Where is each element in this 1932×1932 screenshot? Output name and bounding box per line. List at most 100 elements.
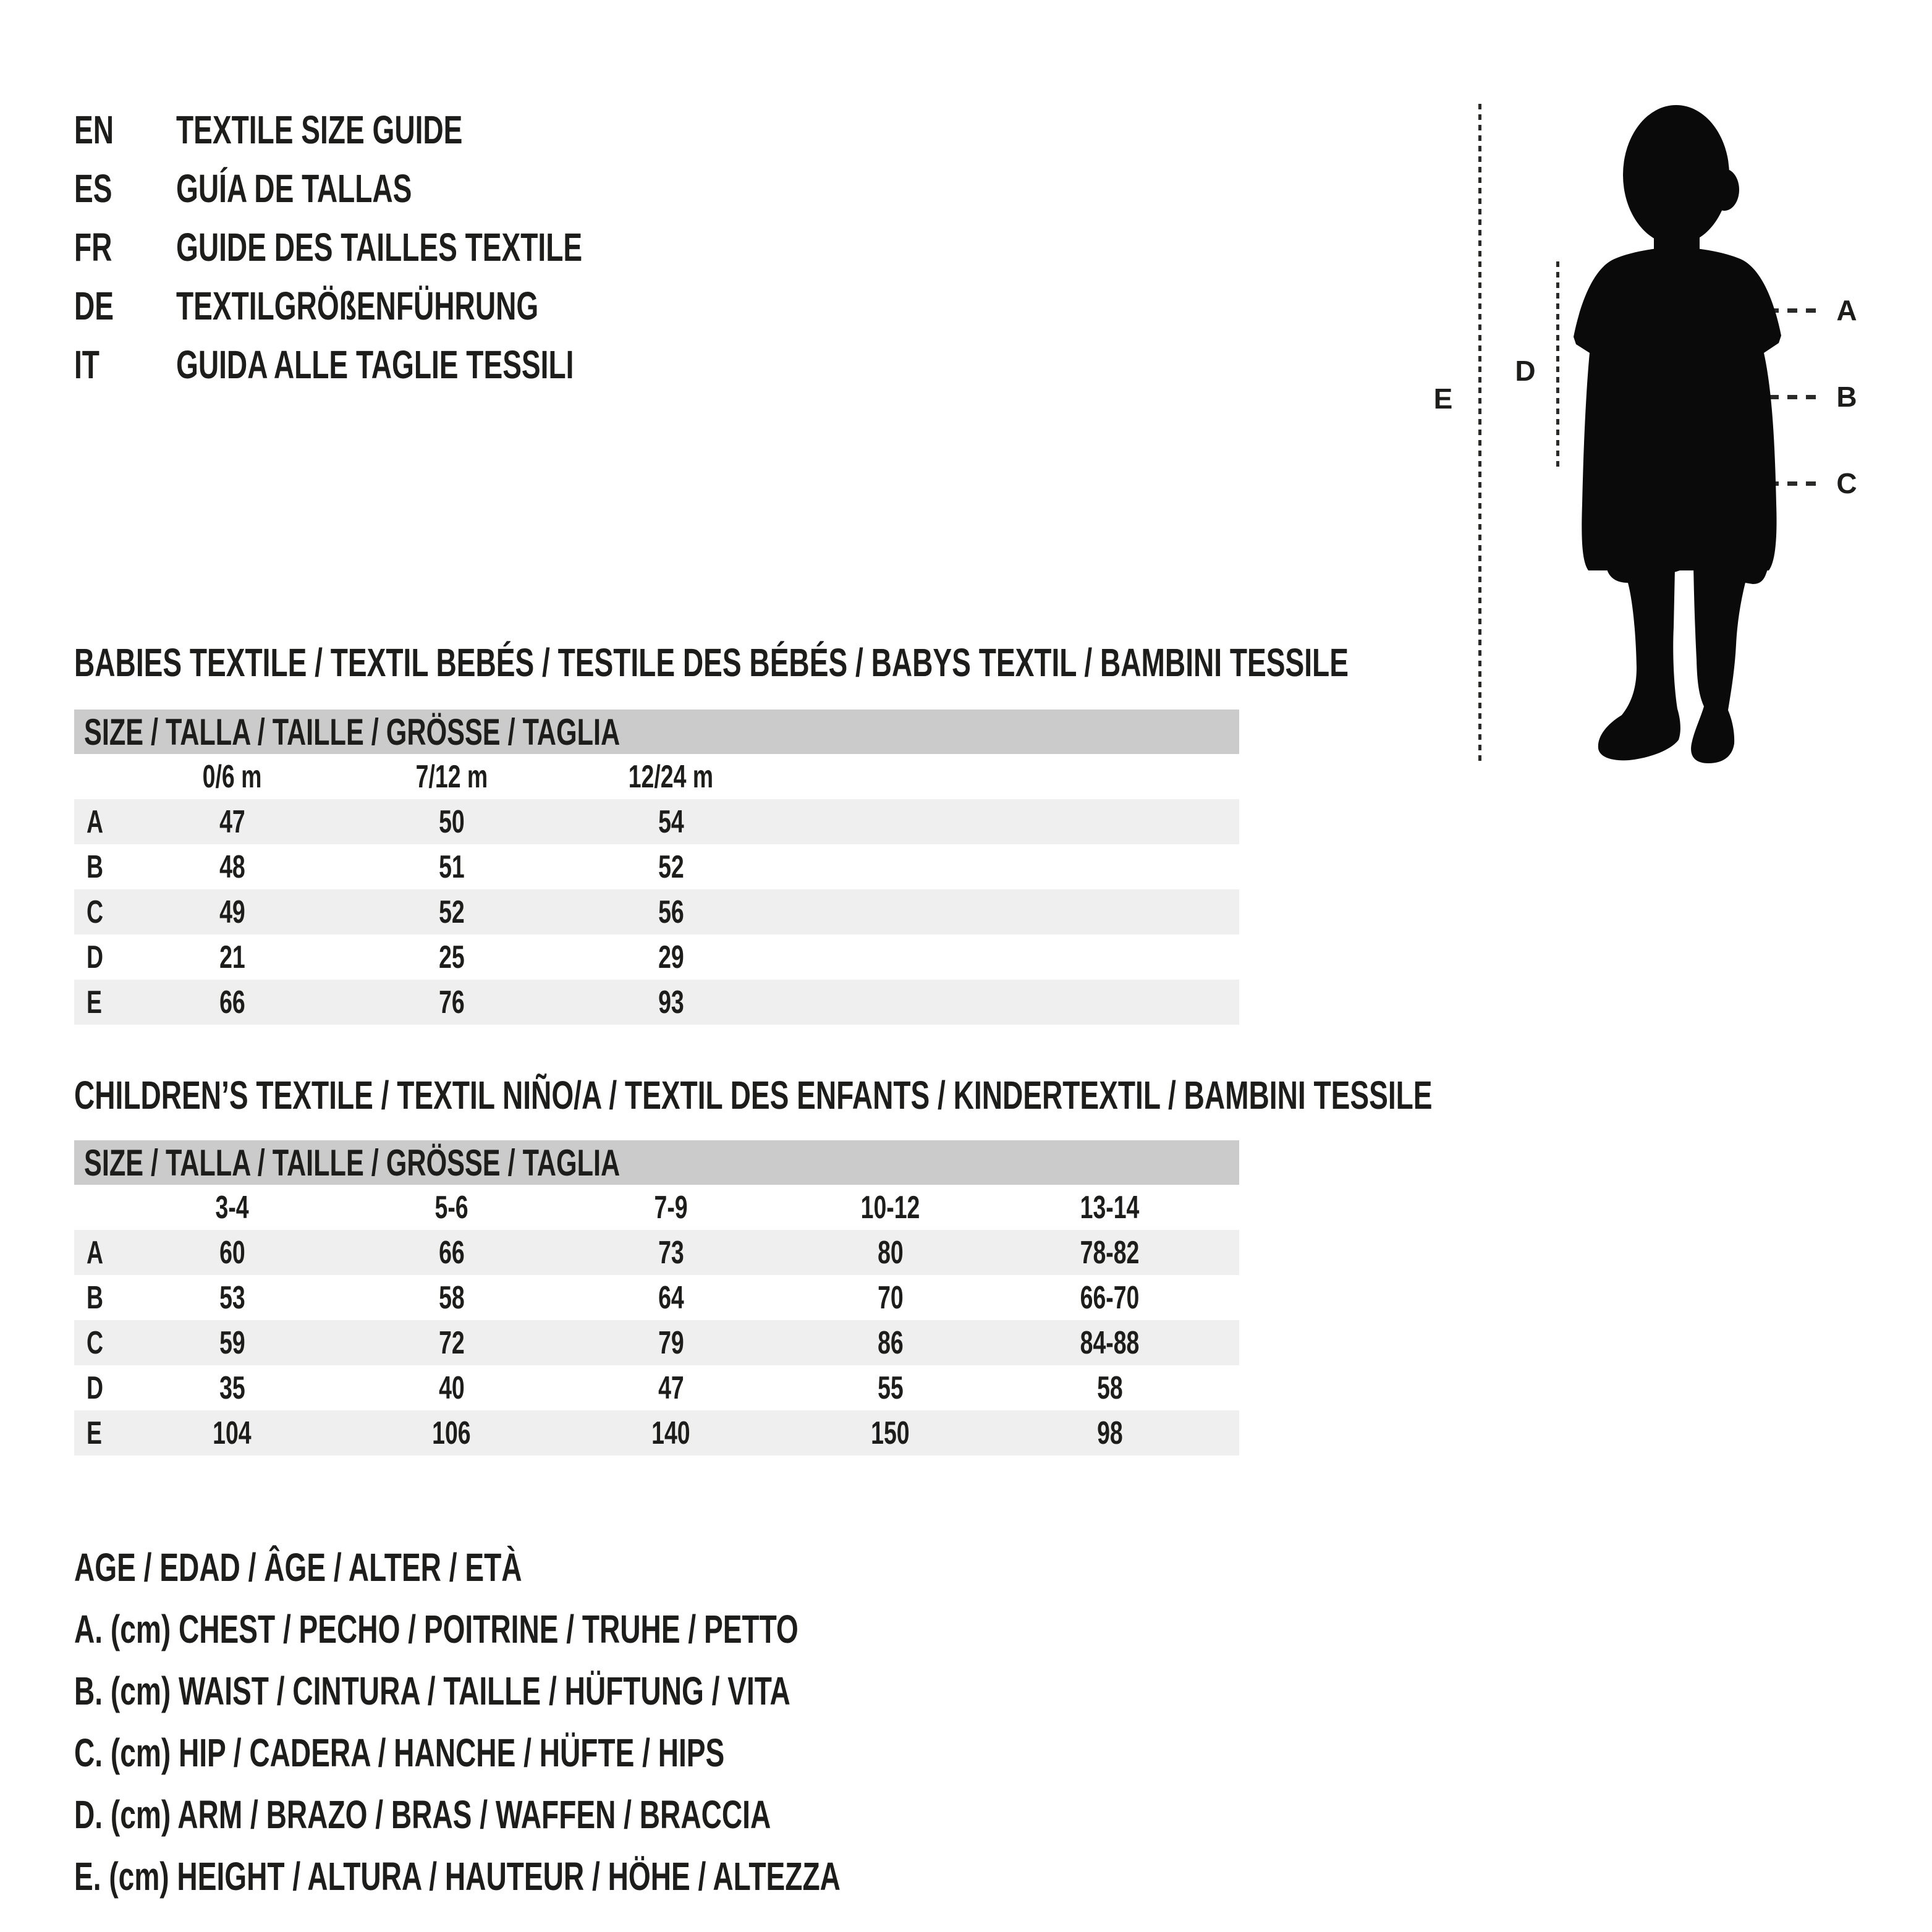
- value-cell: 48: [219, 849, 245, 885]
- value-cell: 86: [877, 1324, 904, 1361]
- value-cell: 150: [871, 1415, 910, 1451]
- language-guide-title: GUÍA DE TALLAS: [176, 166, 412, 211]
- children-size-table: SIZE / TALLA / TAILLE / GRÖSSE / TAGLIA …: [74, 1140, 1239, 1455]
- value-cell: 73: [658, 1234, 684, 1271]
- value-cell: 78-82: [1080, 1234, 1140, 1271]
- measure-label-e: E: [1433, 383, 1453, 415]
- column-header: 0/6 m: [202, 758, 262, 795]
- table-row: A 47 50 54: [74, 799, 1239, 844]
- size-header-bar: SIZE / TALLA / TAILLE / GRÖSSE / TAGLIA: [74, 710, 1239, 754]
- column-header: 12/24 m: [628, 758, 714, 795]
- row-label: E: [87, 1415, 102, 1451]
- column-header: 13-14: [1080, 1189, 1140, 1226]
- value-cell: 50: [438, 803, 465, 840]
- arm-measure-line-d: [1556, 261, 1559, 468]
- table-row: D 21 25 29: [74, 934, 1239, 980]
- value-cell: 53: [219, 1279, 245, 1316]
- value-cell: 56: [658, 894, 684, 930]
- value-cell: 59: [219, 1324, 245, 1361]
- column-header-row: 0/6 m 7/12 m 12/24 m: [74, 754, 1239, 799]
- language-code: EN: [74, 107, 114, 152]
- table-row: E 104 106 140 150 98: [74, 1410, 1239, 1455]
- row-label: A: [87, 1234, 104, 1271]
- row-label: C: [87, 894, 104, 930]
- value-cell: 70: [877, 1279, 904, 1316]
- value-cell: 21: [219, 939, 245, 975]
- table-row: D 35 40 47 55 58: [74, 1365, 1239, 1410]
- child-silhouette: [1574, 105, 1781, 763]
- value-cell: 55: [877, 1370, 904, 1406]
- table-row: B 53 58 64 70 66-70: [74, 1275, 1239, 1320]
- measurement-legend: AGE / EDAD / ÂGE / ALTER / ETÀ A. (cm) C…: [74, 1536, 1138, 1907]
- value-cell: 40: [438, 1370, 465, 1406]
- table-row: C 59 72 79 86 84-88: [74, 1320, 1239, 1365]
- column-header: 7-9: [654, 1189, 688, 1226]
- value-cell: 106: [432, 1415, 471, 1451]
- row-label: E: [87, 984, 102, 1020]
- language-guide-title: TEXTILE SIZE GUIDE: [176, 107, 463, 152]
- value-cell: 58: [438, 1279, 465, 1316]
- column-header: 10-12: [860, 1189, 920, 1226]
- value-cell: 29: [658, 939, 684, 975]
- measure-label-d: D: [1515, 355, 1536, 387]
- row-label: A: [87, 803, 104, 840]
- language-guide-title: GUIDA ALLE TAGLIE TESSILI: [176, 342, 574, 387]
- value-cell: 84-88: [1080, 1324, 1140, 1361]
- language-code: DE: [74, 283, 114, 328]
- value-cell: 64: [658, 1279, 684, 1316]
- legend-line-height: E. (cm) HEIGHT / ALTURA / HAUTEUR / HÖHE…: [74, 1854, 841, 1899]
- language-code: FR: [74, 224, 112, 269]
- value-cell: 54: [658, 803, 684, 840]
- value-cell: 47: [658, 1370, 684, 1406]
- language-row: DE TEXTILGRÖßENFÜHRUNG: [74, 276, 740, 335]
- value-cell: 140: [651, 1415, 690, 1451]
- value-cell: 66: [438, 1234, 465, 1271]
- value-cell: 104: [213, 1415, 252, 1451]
- table-row: E 66 76 93: [74, 980, 1239, 1025]
- language-guide-title: GUIDE DES TAILLES TEXTILE: [176, 224, 583, 269]
- height-measure-line-e: [1478, 104, 1481, 763]
- row-label: D: [87, 1370, 104, 1406]
- language-row: IT GUIDA ALLE TAGLIE TESSILI: [74, 335, 740, 394]
- value-cell: 51: [438, 849, 465, 885]
- value-cell: 79: [658, 1324, 684, 1361]
- value-cell: 72: [438, 1324, 465, 1361]
- legend-line-age: AGE / EDAD / ÂGE / ALTER / ETÀ: [74, 1545, 522, 1590]
- language-row: ES GUÍA DE TALLAS: [74, 159, 740, 218]
- column-header: 3-4: [215, 1189, 249, 1226]
- value-cell: 25: [438, 939, 465, 975]
- column-header: 7/12 m: [415, 758, 488, 795]
- value-cell: 60: [219, 1234, 245, 1271]
- column-header: 5-6: [434, 1189, 468, 1226]
- value-cell: 98: [1096, 1415, 1123, 1451]
- table-row: C 49 52 56: [74, 889, 1239, 934]
- legend-line-waist: B. (cm) WAIST / CINTURA / TAILLE / HÜFTU…: [74, 1669, 790, 1713]
- language-title-list: EN TEXTILE SIZE GUIDE ES GUÍA DE TALLAS …: [74, 100, 740, 394]
- table-row: B 48 51 52: [74, 844, 1239, 889]
- size-header-label: SIZE / TALLA / TAILLE / GRÖSSE / TAGLIA: [84, 1142, 621, 1184]
- row-label: B: [87, 849, 104, 885]
- language-code: ES: [74, 166, 112, 211]
- value-cell: 66: [219, 984, 245, 1020]
- column-header-row: 3-4 5-6 7-9 10-12 13-14: [74, 1185, 1239, 1230]
- children-section-title: CHILDREN’S TEXTILE / TEXTIL NIÑO/A / TEX…: [74, 1073, 1433, 1117]
- table-row: A 60 66 73 80 78-82: [74, 1230, 1239, 1275]
- waist-measure-line-b-tail: [1769, 395, 1820, 399]
- value-cell: 80: [877, 1234, 904, 1271]
- hip-measure-line-c-tail: [1769, 481, 1820, 486]
- row-label: D: [87, 939, 104, 975]
- measure-label-a: A: [1836, 294, 1857, 326]
- language-code: IT: [74, 342, 100, 387]
- value-cell: 66-70: [1080, 1279, 1140, 1316]
- legend-line-chest: A. (cm) CHEST / PECHO / POITRINE / TRUHE…: [74, 1607, 799, 1651]
- chest-measure-line-a-tail: [1769, 308, 1820, 313]
- legend-line-arm: D. (cm) ARM / BRAZO / BRAS / WAFFEN / BR…: [74, 1792, 771, 1837]
- row-label: C: [87, 1324, 104, 1361]
- language-row: EN TEXTILE SIZE GUIDE: [74, 100, 740, 159]
- value-cell: 35: [219, 1370, 245, 1406]
- babies-section-title: BABIES TEXTILE / TEXTIL BEBÉS / TESTILE …: [74, 640, 1349, 685]
- value-cell: 52: [658, 849, 684, 885]
- language-row: FR GUIDE DES TAILLES TEXTILE: [74, 218, 740, 276]
- value-cell: 76: [438, 984, 465, 1020]
- measure-label-c: C: [1836, 467, 1857, 499]
